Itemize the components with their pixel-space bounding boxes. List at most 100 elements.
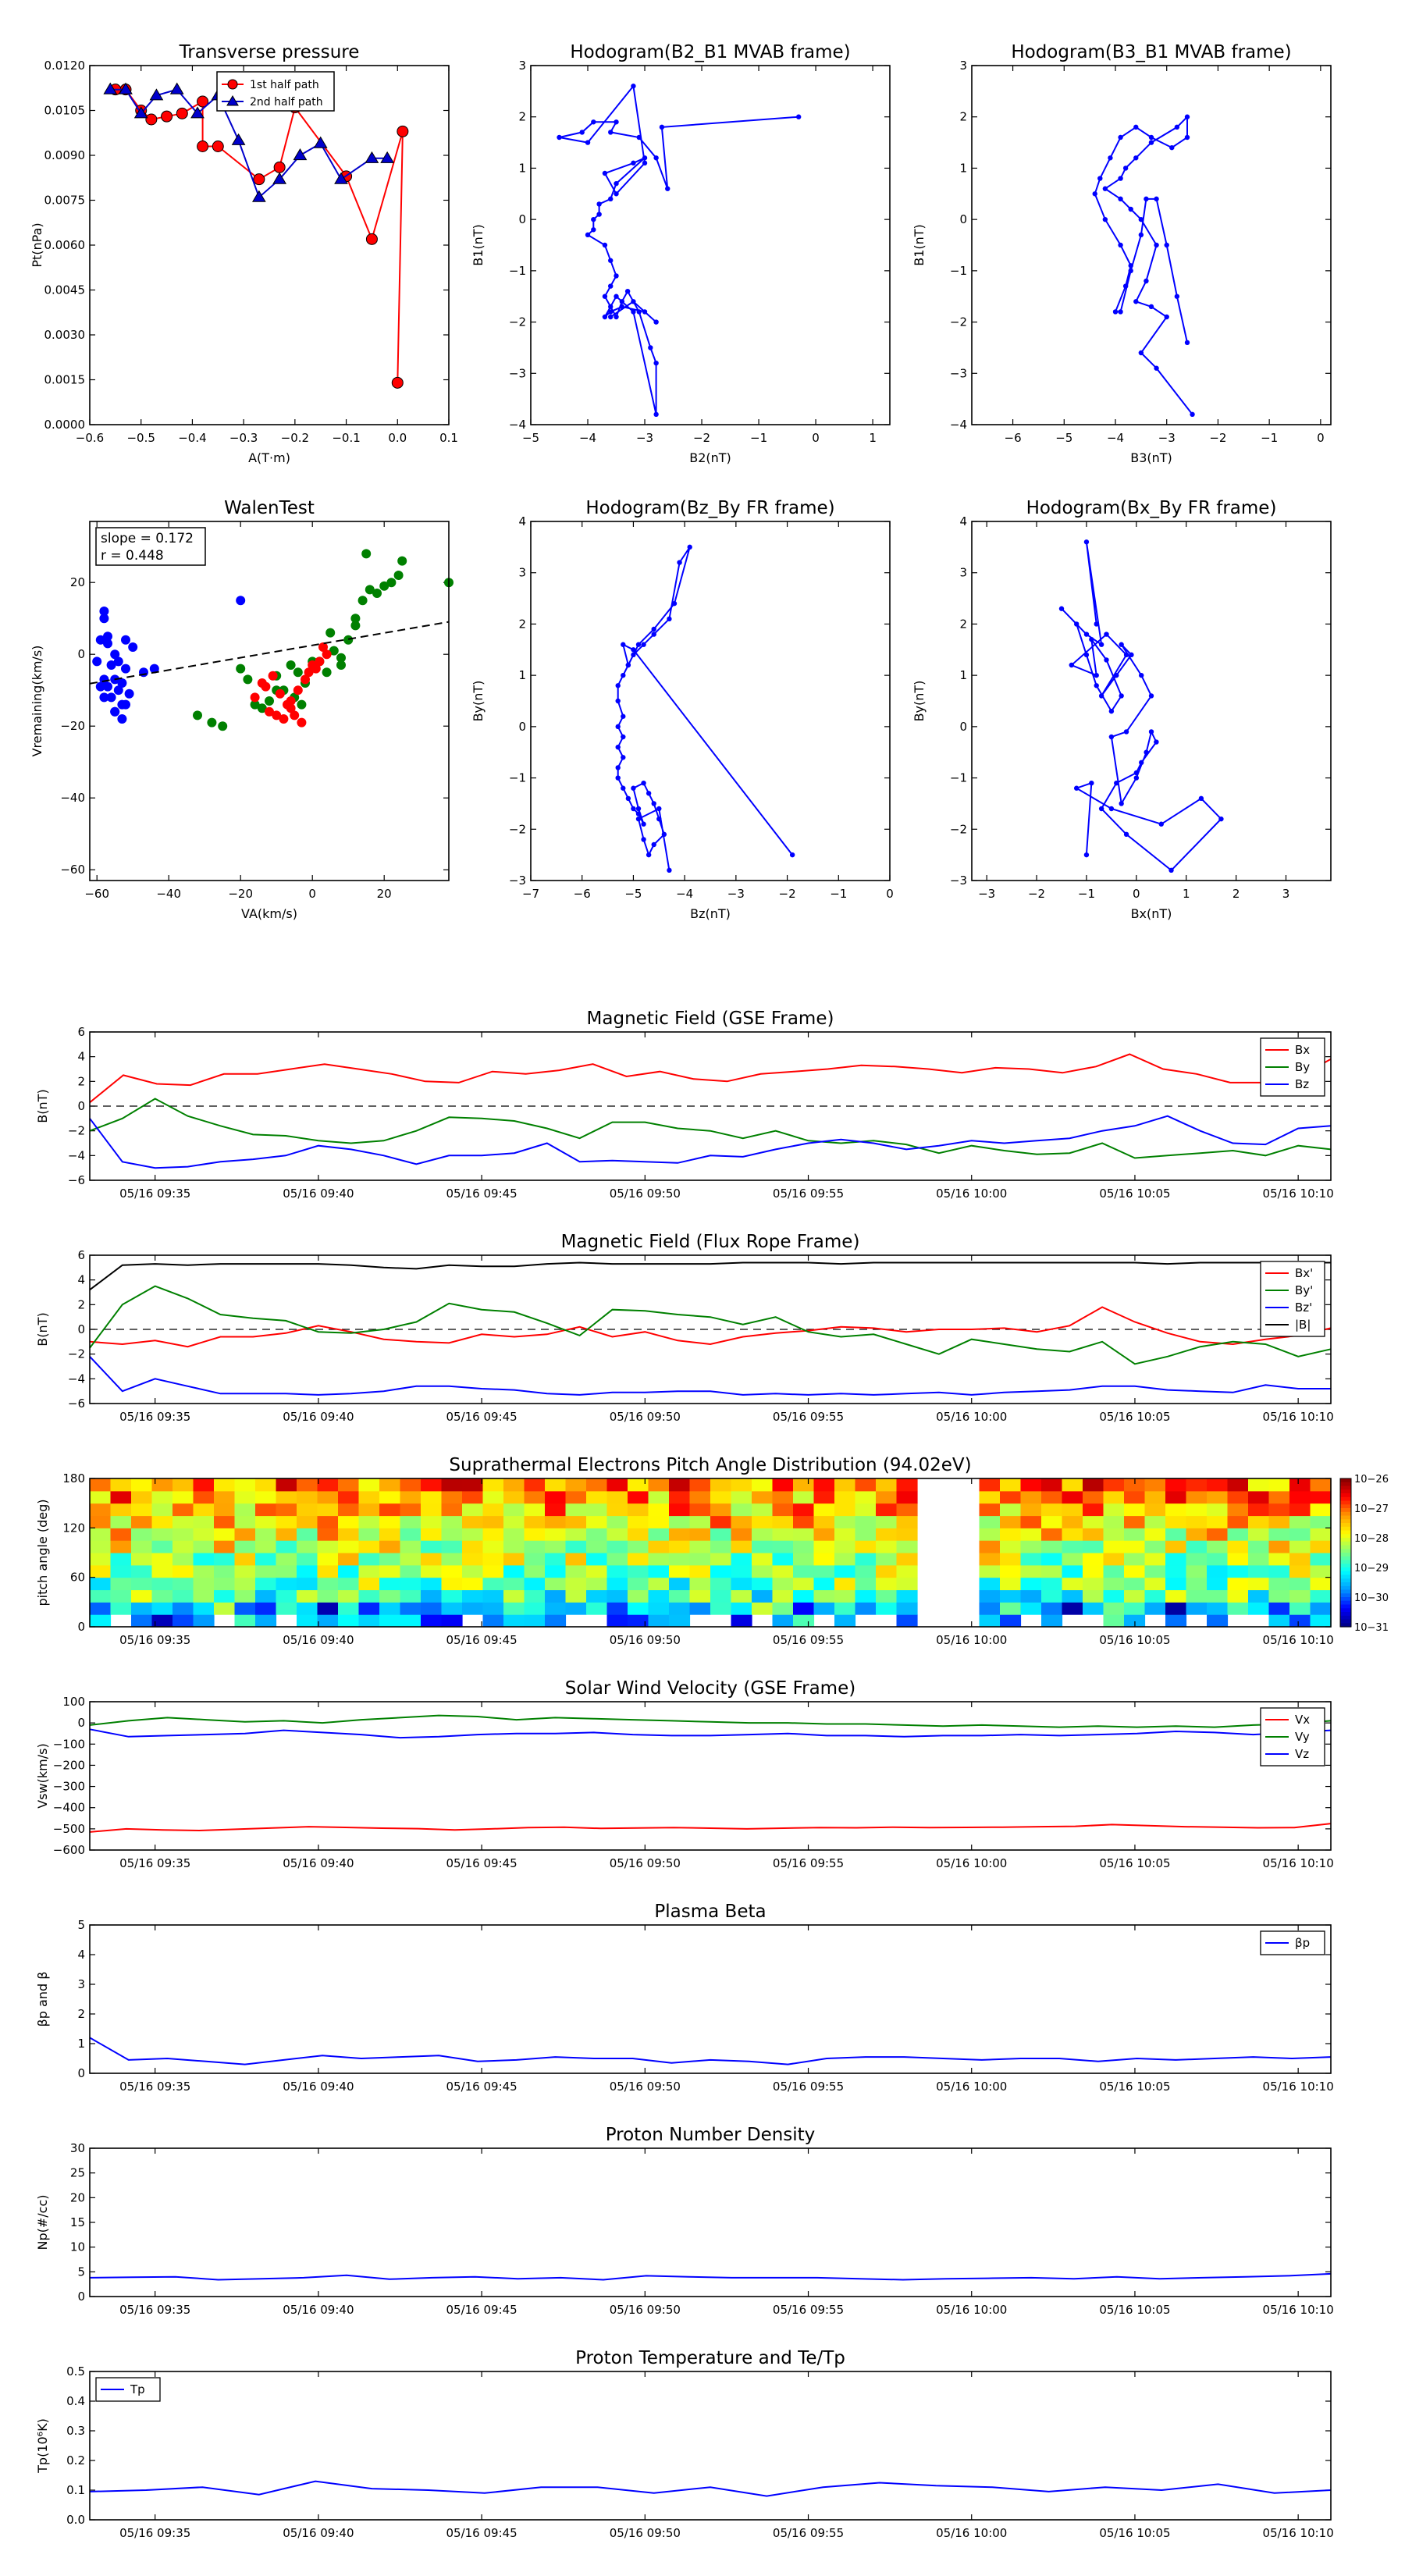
- heatmap-cell: [689, 1553, 711, 1566]
- xtick-label: 05/16 10:05: [1099, 1410, 1170, 1424]
- title-h1: Hodogram(B2_B1 MVAB frame): [570, 42, 850, 62]
- heatmap-cell: [173, 1540, 194, 1553]
- legend-label: By: [1295, 1060, 1310, 1074]
- ytick-label: −1: [509, 264, 526, 278]
- heatmap-cell: [400, 1478, 422, 1492]
- heatmap-cell: [1310, 1503, 1332, 1517]
- ytick-label: 0.0: [66, 2513, 85, 2527]
- heatmap-cell: [1103, 1490, 1125, 1504]
- axes-frame-wt: [89, 521, 450, 881]
- heatmap-cell: [193, 1553, 215, 1566]
- heatmap-cell: [834, 1540, 856, 1553]
- heatmap-cell: [648, 1540, 670, 1553]
- heatmap-cell: [1227, 1515, 1249, 1528]
- heatmap-cell: [710, 1602, 732, 1615]
- title-h4: Hodogram(Bx_By FR frame): [1026, 498, 1277, 518]
- xtick-label: 05/16 09:55: [773, 1410, 844, 1424]
- heatmap-cell: [255, 1564, 277, 1578]
- heatmap-cell: [1020, 1490, 1042, 1504]
- ytick-label: −3: [509, 873, 526, 888]
- heatmap-cell: [482, 1577, 504, 1591]
- data-point: [1123, 831, 1129, 838]
- heatmap-cell: [565, 1540, 587, 1553]
- xtick-label: −40: [156, 887, 181, 901]
- xtick-label: 05/16 09:55: [773, 1187, 844, 1201]
- data-point: [301, 674, 310, 685]
- heatmap-cell: [689, 1528, 711, 1541]
- heatmap-cell: [1144, 1564, 1166, 1578]
- data-point: [393, 571, 404, 580]
- ytick-label: 1: [959, 668, 967, 682]
- heatmap-cell: [793, 1589, 815, 1603]
- heatmap-cell: [90, 1614, 112, 1628]
- heatmap-cell: [813, 1478, 835, 1492]
- heatmap-cell: [1144, 1503, 1166, 1517]
- ytick-label: 6: [77, 1025, 85, 1039]
- heatmap-cell: [979, 1503, 1001, 1517]
- data-point: [621, 672, 626, 678]
- ytick-label: 0.3: [66, 2424, 85, 2438]
- data-point: [1198, 795, 1204, 802]
- data-point: [318, 642, 328, 652]
- data-point: [304, 667, 314, 678]
- ytick-label: 2: [77, 2007, 85, 2021]
- data-point: [579, 130, 585, 135]
- heatmap-cell: [1289, 1564, 1311, 1578]
- data-point: [1138, 350, 1144, 356]
- heatmap-cell: [1186, 1553, 1208, 1566]
- heatmap-cell: [1268, 1478, 1290, 1492]
- ytick-label: −4: [509, 418, 526, 432]
- heatmap-cell: [276, 1478, 297, 1492]
- data-point: [99, 674, 109, 685]
- heatmap-cell: [193, 1564, 215, 1578]
- data-point: [117, 714, 127, 724]
- heatmap-cell: [90, 1589, 112, 1603]
- data-point: [1122, 165, 1129, 171]
- heatmap-cell: [565, 1478, 587, 1492]
- data-point: [631, 785, 636, 791]
- heatmap-cell: [855, 1602, 877, 1615]
- data-point: [169, 82, 184, 94]
- heatmap-cell: [606, 1540, 628, 1553]
- data-point: [119, 82, 133, 94]
- heatmap-cell: [545, 1553, 567, 1566]
- ytick-label: −600: [53, 1843, 85, 1857]
- heatmap-cell: [379, 1602, 401, 1615]
- heatmap-cell: [1000, 1515, 1022, 1528]
- colorbar-cell: [1340, 1545, 1351, 1550]
- heatmap-cell: [193, 1478, 215, 1492]
- heatmap-cell: [151, 1490, 173, 1504]
- xtick-label: 05/16 09:40: [283, 1187, 354, 1201]
- legend-label: Vy: [1295, 1730, 1310, 1744]
- heatmap-cell: [545, 1490, 567, 1504]
- data-point: [615, 765, 621, 770]
- legend: 1st half path 2nd half path: [216, 71, 335, 112]
- heatmap-cell: [524, 1577, 546, 1591]
- heatmap-cell: [1000, 1577, 1022, 1591]
- heatmap-cell: [731, 1478, 752, 1492]
- data-point: [110, 649, 120, 660]
- colorbar-cell: [1340, 1589, 1351, 1594]
- colorbar-cell: [1340, 1534, 1351, 1539]
- title-mfgse: Magnetic Field (GSE Frame): [587, 1009, 834, 1029]
- data-point: [1133, 155, 1139, 161]
- xlabel-wt: VA(km/s): [241, 906, 297, 921]
- series-line-mffr-3: [89, 1261, 1331, 1291]
- data-point: [621, 785, 626, 791]
- heatmap-cell: [1248, 1577, 1270, 1591]
- heatmap-cell: [151, 1503, 173, 1517]
- data-point: [343, 635, 354, 645]
- xtick-label: −3: [978, 887, 995, 901]
- heatmap-cell: [1041, 1478, 1063, 1492]
- heatmap-cell: [606, 1490, 628, 1504]
- ytick-label: 0: [77, 2066, 85, 2080]
- heatmap-cell: [421, 1564, 443, 1578]
- data-point: [1118, 176, 1123, 181]
- panel-wt: WalenTest −60 −40 −20 0 20 Vremaining(km/s) −60…: [30, 498, 454, 921]
- colorbar-label: 10−28: [1354, 1533, 1389, 1545]
- ylabel-beta: βp and β: [35, 1972, 50, 2027]
- heatmap-cell: [255, 1589, 277, 1603]
- data-point: [1148, 729, 1154, 735]
- axes-frame-h4: [971, 521, 1332, 881]
- data-point: [1094, 672, 1099, 678]
